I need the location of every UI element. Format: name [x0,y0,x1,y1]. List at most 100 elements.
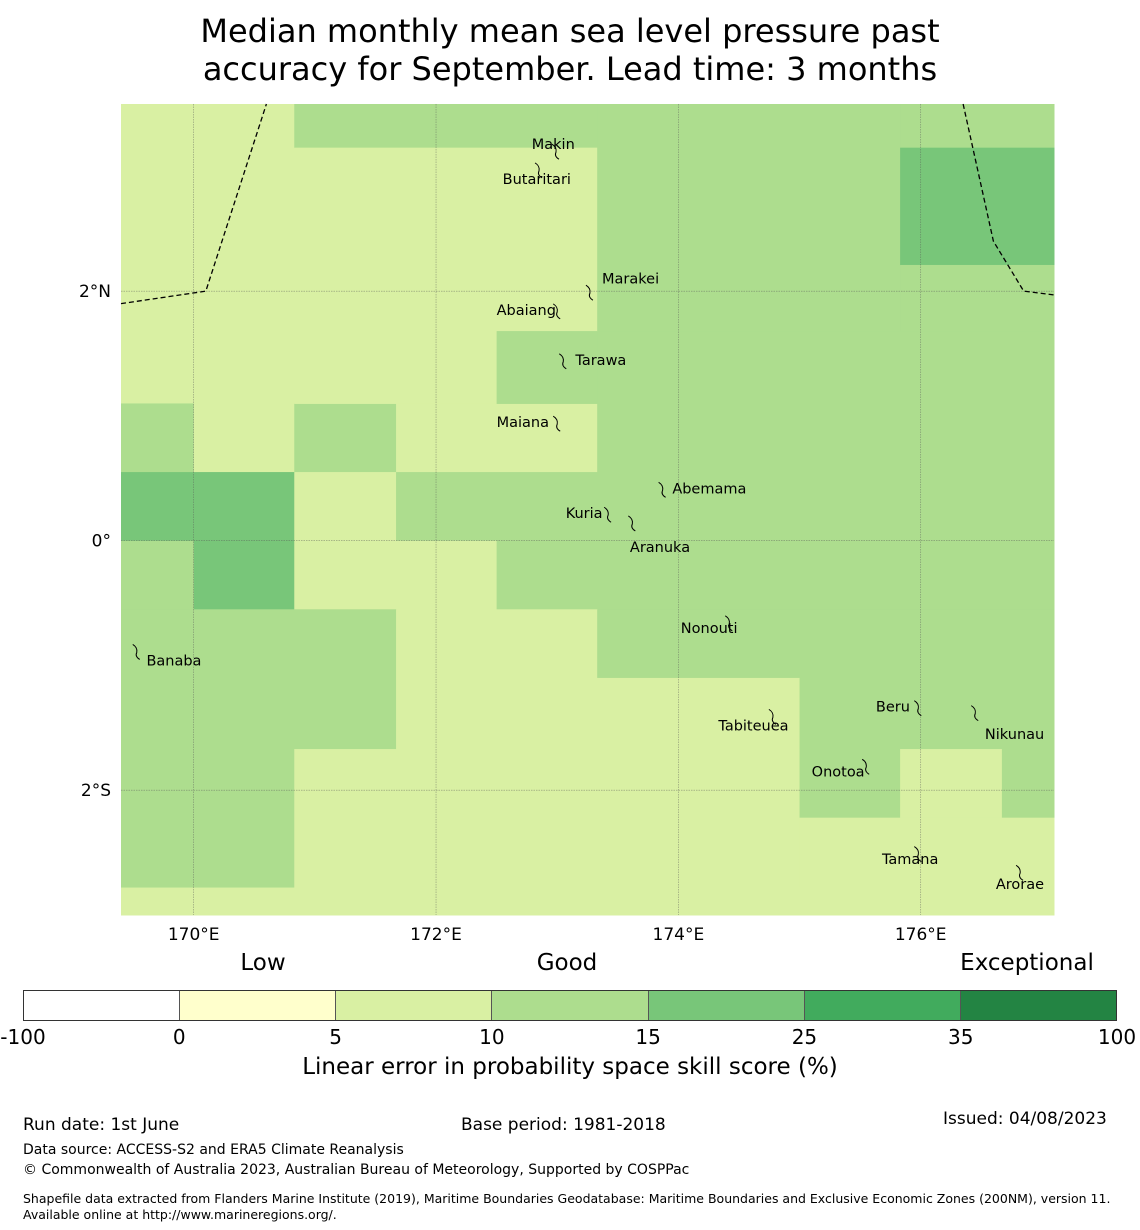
island-outline-tamana [914,846,922,863]
grid-cell [294,403,397,473]
grid-cell [193,403,295,473]
island-label-arorae: Arorae [996,877,1044,893]
eez-boundary-west [120,103,268,305]
island-outline-abaiang [552,303,561,320]
grid-cell [294,104,598,149]
colorbar-tick-label: 35 [947,1025,974,1049]
grid-cell [1001,749,1055,819]
colorbar-label-exceptional: Exceptional [960,950,1094,976]
grid-cell [121,185,295,404]
colorbar-title: Linear error in probability space skill … [302,1054,838,1080]
x-tick-label: 170°E [168,925,220,945]
colorbar-tick-label: -100 [0,1025,46,1049]
colorbar-segment [960,991,1116,1020]
grid-cell [597,609,1055,679]
island-outline-aranuka [628,515,636,532]
grid-cell [799,749,901,819]
colorbar-label-low: Low [240,950,286,976]
island-label-kuria: Kuria [566,506,603,522]
y-tick-label: 2°S [81,781,111,801]
grid-cell [396,472,598,542]
island-label-beru: Beru [876,700,910,716]
graticule [121,104,1054,915]
grid-cell [121,104,295,186]
island-label-aranuka: Aranuka [630,540,690,556]
map-title: Median monthly mean sea level pressure p… [0,12,1140,88]
island-label-abemama: Abemama [672,481,746,497]
grid-cell [597,331,1055,542]
island-label-butaritari: Butaritari [503,172,571,188]
colorbar [23,990,1117,1021]
island-label-onotoa: Onotoa [812,765,865,781]
grid-cell [496,331,598,404]
island-outline-marakei [585,284,594,301]
grid-cell [121,887,1055,916]
x-tick-label: 172°E [410,925,462,945]
eez-boundary-east [962,103,1055,296]
copyright-notice: © Commonwealth of Australia 2023, Austra… [23,1162,690,1178]
colorbar-tick-label: 0 [172,1025,186,1049]
island-outline-arorae [1015,864,1024,881]
grid-cell [900,749,1003,819]
colorbar-tick-label: 15 [635,1025,661,1049]
title-line-1: Median monthly mean sea level pressure p… [200,12,940,50]
island-outline-makin [551,143,560,160]
data-source: Data source: ACCESS-S2 and ERA5 Climate … [23,1142,404,1158]
island-label-nonouti: Nonouti [681,621,738,637]
island-outline-kuria [603,506,612,523]
grid-cell [193,540,295,610]
grid-cell [121,472,295,542]
y-tick-label: 2°N [79,282,111,302]
issued-date: Issued: 04/08/2023 [943,1109,1107,1129]
grid-cell [597,104,901,332]
colorbar-label-good: Good [536,950,598,976]
island-outline-nikunau [970,705,979,722]
grid-cell [900,264,1055,332]
colorbar-tick-label: 5 [329,1025,342,1049]
grid-cell [294,331,498,404]
grid-cell [294,540,498,610]
colorbar-segment [24,991,181,1020]
grid-cell [900,104,1055,149]
title-line-2: accuracy for September. Lead time: 3 mon… [202,50,938,88]
colorbar-segment [648,991,805,1020]
island-label-abaiang: Abaiang [497,303,556,319]
island-label-tarawa: Tarawa [574,353,626,369]
shapefile-credit: Shapefile data extracted from Flanders M… [23,1191,1111,1222]
grid-cell [294,472,397,542]
grid-cell [294,749,801,889]
grid-cell [396,677,801,750]
grid-cell [294,147,598,332]
skill-grid-cells [121,104,1055,916]
y-tick-label: 0° [92,532,111,552]
island-layer: Makin Butaritari Marakei Abaiang Tarawa Maian… [132,137,1044,893]
base-period: Base period: 1981-2018 [461,1115,666,1135]
island-outline-onotoa [861,758,870,775]
skill-score-map: Makin Butaritari Marakei Abaiang Tarawa Maian… [79,103,1055,945]
colorbar-segment [804,991,961,1020]
grid-cell [121,540,195,610]
colorbar-segment [492,991,649,1020]
island-outline-tabiteuea [768,708,777,725]
island-label-nikunau: Nikunau [985,727,1044,743]
grid-cell [121,749,295,889]
island-label-maiana: Maiana [497,415,549,431]
colorbar-tick-label: 100 [1097,1025,1137,1049]
grid-cell [496,540,1055,610]
axis-tick-labels: 170°E 172°E 174°E 176°E 2°N 0° 2°S [79,282,947,945]
eez-boundaries [120,103,1055,305]
colorbar-segment [180,991,337,1020]
island-outline-maiana [552,415,561,432]
colorbar-tick-label: 25 [791,1025,818,1049]
island-label-tamana: Tamana [881,852,938,868]
grid-cell [121,609,397,750]
island-outline-abemama [658,481,666,498]
island-label-banaba: Banaba [146,653,201,669]
grid-cell [799,677,1055,750]
grid-cell [396,609,598,679]
island-outline-nonouti [724,615,733,632]
grid-cell [799,817,1055,889]
island-label-marakei: Marakei [602,272,659,288]
island-outline-banaba [132,644,141,660]
x-tick-label: 176°E [895,925,947,945]
